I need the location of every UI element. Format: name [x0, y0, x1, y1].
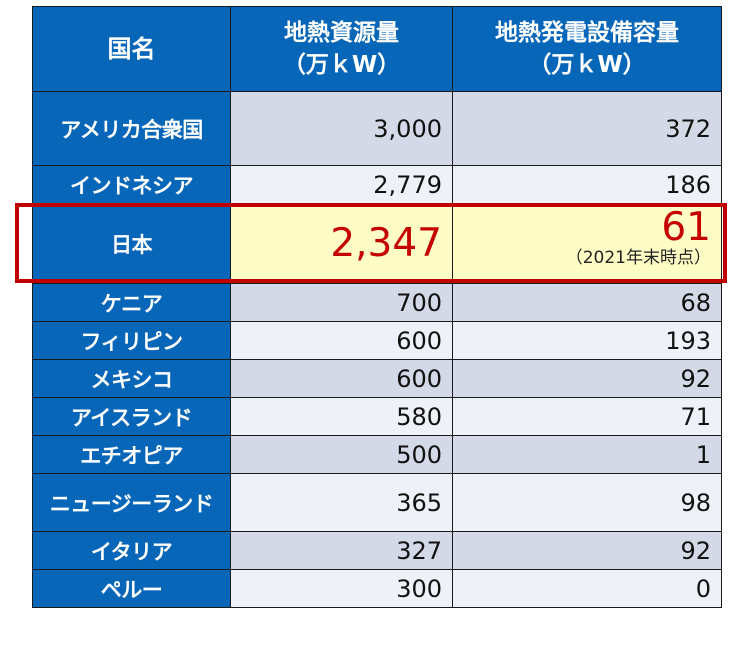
header-capacity: 地熱発電設備容量 （万ｋW） [452, 6, 722, 92]
geothermal-table: 国名 地熱資源量 （万ｋW） 地熱発電設備容量 （万ｋW） アメリカ合衆国 3,… [32, 6, 722, 608]
table-row: ペルー 300 0 [32, 569, 722, 608]
table-row: イタリア 327 92 [32, 531, 722, 570]
resource-cell: 300 [230, 569, 453, 608]
resource-cell: 500 [230, 435, 453, 474]
header-resource-line2: （万ｋW） [282, 52, 401, 78]
table-row: メキシコ 600 92 [32, 359, 722, 398]
header-resource: 地熱資源量 （万ｋW） [230, 6, 453, 92]
capacity-cell: 98 [452, 473, 722, 532]
country-cell: アメリカ合衆国 [32, 91, 231, 166]
resource-cell: 600 [230, 321, 453, 360]
country-cell: 日本 [32, 203, 231, 284]
capacity-cell: 0 [452, 569, 722, 608]
country-cell: ペルー [32, 569, 231, 608]
resource-cell: 327 [230, 531, 453, 570]
table-row-japan: 日本 2,347 61 （2021年末時点） [32, 203, 722, 284]
capacity-cell: 193 [452, 321, 722, 360]
capacity-cell: 1 [452, 435, 722, 474]
capacity-cell: 372 [452, 91, 722, 166]
capacity-cell: 61 （2021年末時点） [452, 203, 722, 284]
country-cell: イタリア [32, 531, 231, 570]
country-cell: ケニア [32, 283, 231, 322]
header-capacity-line2: （万ｋW） [528, 52, 646, 78]
country-cell: フィリピン [32, 321, 231, 360]
country-cell: インドネシア [32, 165, 231, 204]
capacity-cell: 92 [452, 531, 722, 570]
resource-cell: 2,779 [230, 165, 453, 204]
capacity-cell: 68 [452, 283, 722, 322]
resource-cell: 2,347 [230, 203, 453, 284]
geothermal-table-container: 国名 地熱資源量 （万ｋW） 地熱発電設備容量 （万ｋW） アメリカ合衆国 3,… [32, 6, 722, 608]
header-resource-line1: 地熱資源量 [284, 20, 399, 46]
header-capacity-line1: 地熱発電設備容量 [495, 20, 679, 46]
country-cell: エチオピア [32, 435, 231, 474]
capacity-note: （2021年末時点） [565, 248, 711, 268]
resource-cell: 700 [230, 283, 453, 322]
country-cell: メキシコ [32, 359, 231, 398]
table-row: ケニア 700 68 [32, 283, 722, 322]
header-country: 国名 [32, 6, 231, 92]
table-row: エチオピア 500 1 [32, 435, 722, 474]
table-row: ニュージーランド 365 98 [32, 473, 722, 532]
resource-cell: 3,000 [230, 91, 453, 166]
resource-cell: 600 [230, 359, 453, 398]
resource-cell: 365 [230, 473, 453, 532]
capacity-value: 61 [661, 205, 711, 250]
resource-cell: 580 [230, 397, 453, 436]
capacity-cell: 92 [452, 359, 722, 398]
capacity-cell: 186 [452, 165, 722, 204]
country-cell: ニュージーランド [32, 473, 231, 532]
country-cell: アイスランド [32, 397, 231, 436]
capacity-cell: 71 [452, 397, 722, 436]
table-row: インドネシア 2,779 186 [32, 165, 722, 204]
header-row: 国名 地熱資源量 （万ｋW） 地熱発電設備容量 （万ｋW） [32, 6, 722, 92]
table-row: アイスランド 580 71 [32, 397, 722, 436]
table-row: フィリピン 600 193 [32, 321, 722, 360]
table-row: アメリカ合衆国 3,000 372 [32, 91, 722, 166]
